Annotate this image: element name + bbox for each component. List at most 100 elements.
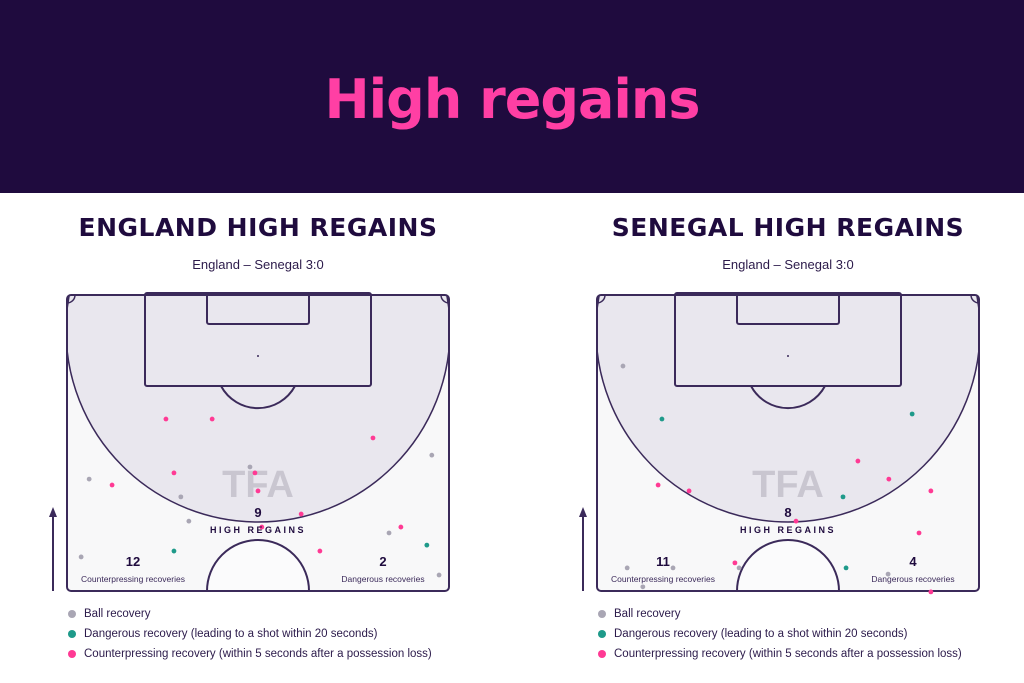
counterpressing-count: 12 (126, 554, 140, 569)
legend-dot-icon (598, 650, 606, 658)
high-regain-zone-arc (67, 295, 449, 523)
ball-recovery-point (247, 464, 253, 470)
ball-recovery-point (186, 518, 192, 524)
high-regains-label: HIGH REGAINS (210, 525, 306, 535)
ball-recovery-point (736, 565, 742, 571)
arrow-head-icon (579, 507, 587, 517)
legend-item: Counterpressing recovery (within 5 secon… (68, 644, 488, 664)
dangerous-recovery-point (659, 416, 665, 422)
counterpressing-count: 11 (656, 554, 670, 569)
counterpressing-recovery-point (317, 548, 323, 554)
arrow-head-icon (49, 507, 57, 517)
pitch-outline (66, 294, 450, 592)
legend-dot-icon (598, 610, 606, 618)
ball-recovery-point (620, 363, 626, 369)
legend-dot-icon (68, 630, 76, 638)
counterpressing-recovery-point (298, 511, 304, 517)
counterpressing-recovery-point (209, 416, 215, 422)
pitch-outline (596, 294, 980, 592)
legend-item: Dangerous recovery (leading to a shot wi… (68, 624, 488, 644)
center-circle (206, 539, 310, 592)
chart-subtitle: England – Senegal 3:0 (722, 257, 854, 272)
ball-recovery-point (670, 565, 676, 571)
counterpressing-recovery-point (255, 488, 261, 494)
dangerous-recovery-point (171, 548, 177, 554)
counterpressing-recovery-point (928, 589, 934, 595)
dangerous-label: Dangerous recoveries (341, 574, 424, 584)
legend-item: Ball recovery (598, 604, 1018, 624)
dangerous-recovery-point (843, 565, 849, 571)
legend: Ball recovery Dangerous recovery (leading… (598, 604, 1018, 664)
legend-label: Ball recovery (84, 608, 151, 620)
counterpressing-recovery-point (732, 560, 738, 566)
ball-recovery-point (429, 452, 435, 458)
chart-title: ENGLAND HIGH REGAINS (78, 213, 438, 242)
dangerous-count: 4 (909, 554, 917, 569)
ball-recovery-point (178, 494, 184, 500)
dangerous-label: Dangerous recoveries (871, 574, 954, 584)
legend-label: Dangerous recovery (leading to a shot wi… (84, 628, 378, 640)
high-regains-count: 8 (784, 505, 791, 520)
counterpressing-recovery-point (109, 482, 115, 488)
legend-item: Counterpressing recovery (within 5 secon… (598, 644, 1018, 664)
counterpressing-recovery-point (171, 470, 177, 476)
penalty-spot (257, 355, 259, 357)
counterpressing-recovery-point (855, 458, 861, 464)
ball-recovery-point (86, 476, 92, 482)
england-panel: ENGLAND HIGH REGAINS England – Senegal 3… (11, 193, 505, 683)
legend-dot-icon (598, 630, 606, 638)
legend-label: Counterpressing recovery (within 5 secon… (614, 648, 962, 660)
ball-recovery-point (885, 571, 891, 577)
legend-item: Ball recovery (68, 604, 488, 624)
high-regains-count: 9 (254, 505, 261, 520)
dangerous-recovery-point (424, 542, 430, 548)
ball-recovery-point (640, 584, 646, 590)
dangerous-recovery-point (909, 411, 915, 417)
legend: Ball recovery Dangerous recovery (leading… (68, 604, 488, 664)
goal-area (736, 292, 840, 325)
ball-recovery-point (78, 554, 84, 560)
chart-subtitle: England – Senegal 3:0 (192, 257, 324, 272)
ball-recovery-point (386, 530, 392, 536)
tfa-watermark-logo: TFA (222, 464, 294, 506)
ball-recovery-point (436, 572, 442, 578)
header-banner: High regains (0, 0, 1024, 193)
counterpressing-label: Counterpressing recoveries (611, 574, 715, 584)
counterpressing-label: Counterpressing recoveries (81, 574, 185, 584)
counterpressing-recovery-point (886, 476, 892, 482)
ball-recovery-point (624, 565, 630, 571)
penalty-arc (750, 385, 826, 410)
dangerous-count: 2 (379, 554, 386, 569)
legend-dot-icon (68, 650, 76, 658)
center-circle (736, 539, 840, 592)
legend-label: Dangerous recovery (leading to a shot wi… (614, 628, 908, 640)
counterpressing-recovery-point (928, 488, 934, 494)
high-regain-zone-arc (597, 295, 979, 523)
counterpressing-recovery-point (259, 524, 265, 530)
page-title: High regains (324, 68, 700, 131)
counterpressing-recovery-point (916, 530, 922, 536)
high-regains-label: HIGH REGAINS (740, 525, 836, 535)
counterpressing-recovery-point (686, 488, 692, 494)
counterpressing-recovery-point (252, 470, 258, 476)
counterpressing-recovery-point (655, 482, 661, 488)
penalty-spot (787, 355, 789, 357)
counterpressing-recovery-point (163, 416, 169, 422)
tfa-watermark-logo: TFA (752, 464, 824, 506)
senegal-panel: SENEGAL HIGH REGAINS England – Senegal 3… (530, 193, 1024, 683)
goal-area (206, 292, 310, 325)
penalty-arc (220, 385, 296, 410)
counterpressing-recovery-point (398, 524, 404, 530)
counterpressing-recovery-point (793, 518, 799, 524)
dangerous-recovery-point (840, 494, 846, 500)
chart-title: SENEGAL HIGH REGAINS (611, 213, 965, 242)
legend-label: Counterpressing recovery (within 5 secon… (84, 648, 432, 660)
legend-dot-icon (68, 610, 76, 618)
legend-item: Dangerous recovery (leading to a shot wi… (598, 624, 1018, 644)
counterpressing-recovery-point (370, 435, 376, 441)
legend-label: Ball recovery (614, 608, 681, 620)
